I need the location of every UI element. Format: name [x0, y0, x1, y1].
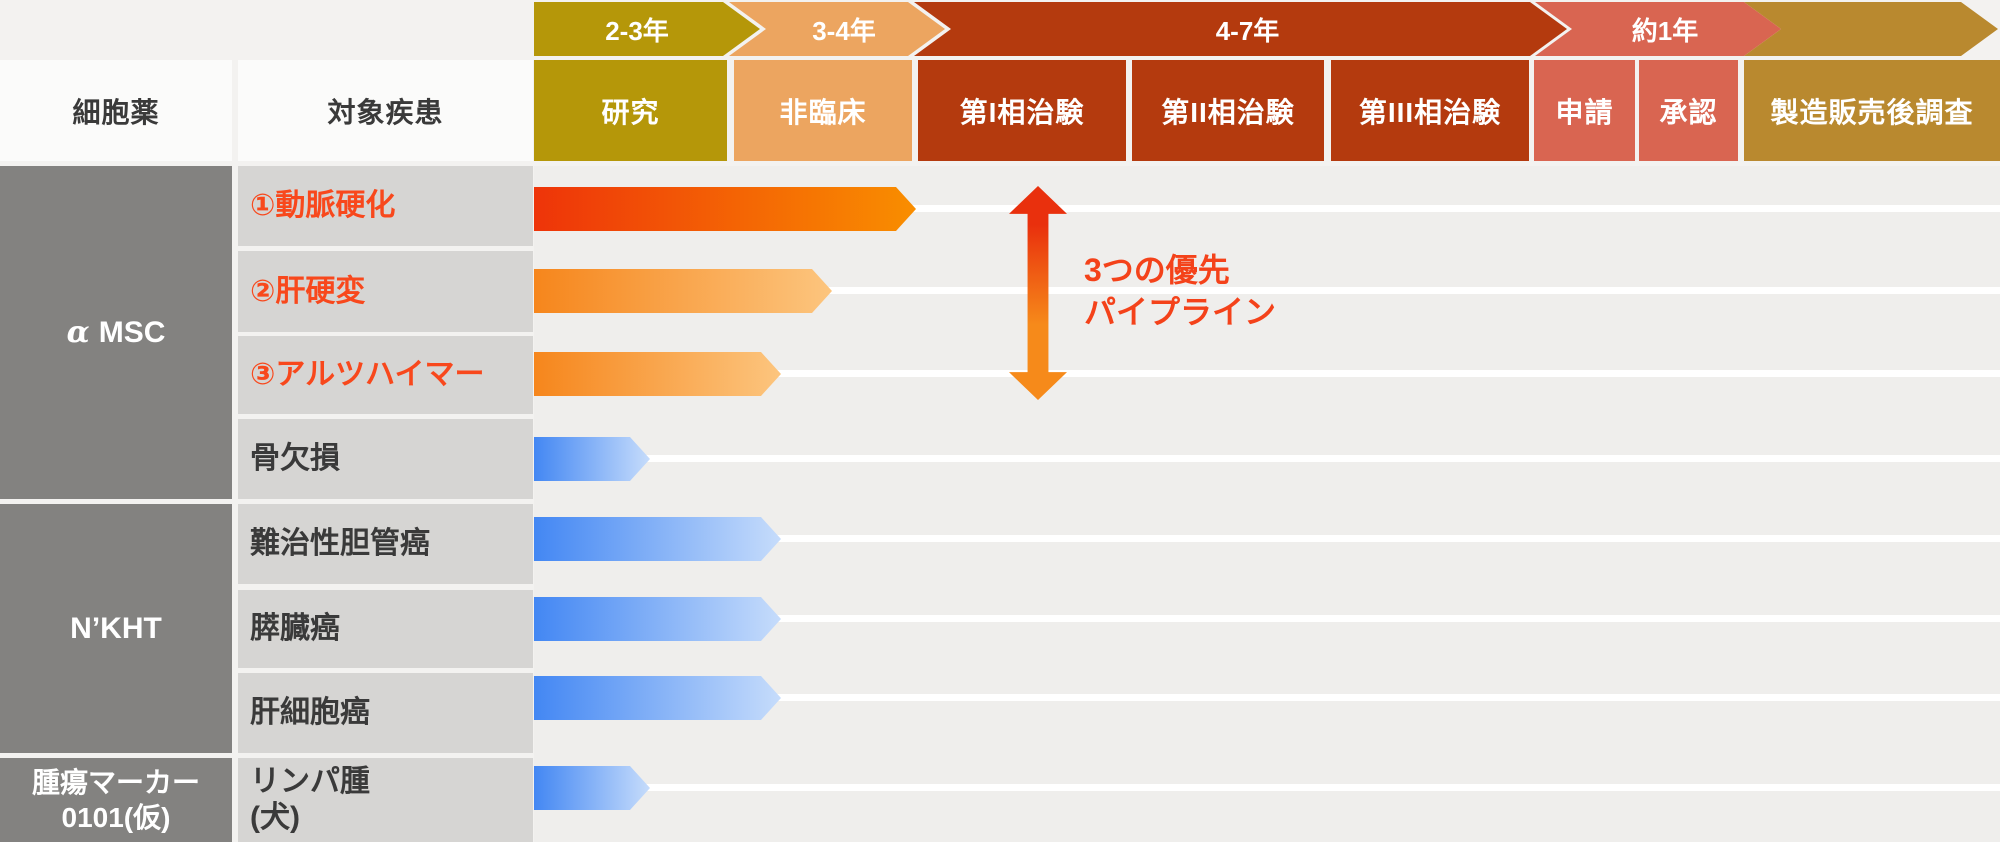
duration-arrow-postmarket: [1744, 2, 1998, 56]
disease-label-line: 肝細胞癌: [250, 696, 370, 729]
row-track-line: [534, 535, 2000, 542]
disease-label-line: ②肝硬変: [250, 274, 366, 308]
progress-bar: [534, 676, 781, 720]
disease-cell: 難治性胆管癌: [238, 504, 533, 584]
row-track-line: [534, 287, 2000, 294]
progress-bar: [534, 766, 650, 810]
header-cell-stage-phase3: 第III相治験: [1331, 60, 1529, 161]
row-track-line: [534, 615, 2000, 622]
row-track-line: [534, 205, 2000, 212]
header-cell-disease: 対象疾患: [238, 60, 533, 161]
disease-cell: リンパ腫 (犬): [238, 758, 533, 842]
header-cell-stage-approval: 承認: [1639, 60, 1738, 161]
header-cell-stage-application: 申請: [1534, 60, 1635, 161]
disease-cell: ②肝硬変: [238, 251, 533, 332]
progress-bar: [534, 187, 916, 231]
progress-bar: [534, 437, 650, 481]
annotation-line: パイプライン: [1084, 294, 1277, 330]
header-cell-stage-phase2: 第II相治験: [1132, 60, 1324, 161]
header-cell-stage-research: 研究: [534, 60, 727, 161]
group-label: α MSC: [66, 314, 166, 350]
row-track-line: [534, 455, 2000, 462]
progress-bar: [534, 269, 832, 313]
disease-label-line: ③アルツハイマー: [250, 358, 485, 391]
group-label-line: 0101(仮): [61, 802, 171, 833]
duration-arrow-preclinical: 3-4年: [729, 2, 945, 56]
disease-cell: ③アルツハイマー: [238, 336, 533, 414]
header-cell-stage-postmarket: 製造販売後調査: [1744, 60, 2000, 161]
disease-label-line: (犬): [250, 801, 300, 834]
disease-label-line: 骨欠損: [250, 442, 340, 475]
progress-bar: [534, 597, 781, 641]
row-track-line: [534, 370, 2000, 377]
disease-cell: 骨欠損: [238, 419, 533, 499]
header-cell-drug: 細胞薬: [0, 60, 232, 161]
disease-label-line: ①動脈硬化: [250, 189, 396, 222]
disease-label-line: リンパ腫: [250, 765, 370, 798]
disease-cell: 肝細胞癌: [238, 673, 533, 753]
duration-arrow-trials: 4-7年: [914, 2, 1567, 56]
row-track-line: [534, 694, 2000, 701]
row-track-line: [534, 784, 2000, 791]
duration-arrow-approval: 約1年: [1535, 2, 1781, 56]
group-cell-tumor-marker: 腫瘍マーカー 0101(仮): [0, 758, 232, 842]
progress-bar: [534, 517, 781, 561]
group-cell-nkht: N’KHT: [0, 504, 232, 753]
disease-cell: ①動脈硬化: [238, 166, 533, 246]
disease-label-line: 難治性胆管癌: [250, 527, 430, 560]
group-label: N’KHT: [70, 611, 162, 645]
header-cell-stage-phase1: 第I相治験: [918, 60, 1126, 161]
duration-arrow-research: 2-3年: [534, 2, 760, 56]
group-label-line: 腫瘍マーカー: [31, 767, 200, 798]
header-cell-stage-preclinical: 非臨床: [734, 60, 912, 161]
disease-cell: 膵臓癌: [238, 590, 533, 668]
disease-label-line: 膵臓癌: [250, 612, 340, 645]
priority-annotation: 3つの優先 パイプライン: [1084, 249, 1276, 333]
annotation-line: 3つの優先: [1084, 252, 1230, 288]
group-cell-amsc: α MSC: [0, 166, 232, 499]
progress-bar: [534, 352, 781, 396]
